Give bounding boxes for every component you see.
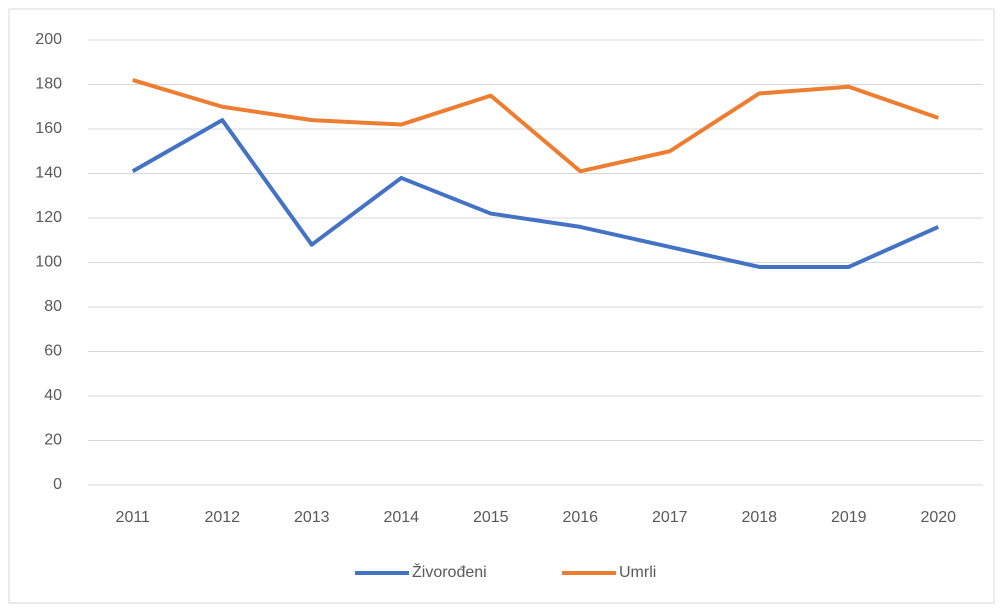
legend-label: Živorođeni <box>412 562 487 581</box>
series-line <box>131 118 940 269</box>
series-line <box>132 78 939 174</box>
y-tick-label: 20 <box>44 432 62 449</box>
x-tick-label: 2019 <box>831 509 867 526</box>
x-tick-label: 2014 <box>383 509 419 526</box>
y-tick-label: 120 <box>35 209 62 226</box>
y-tick-label: 200 <box>35 31 62 48</box>
y-tick-label: 60 <box>44 343 62 360</box>
y-tick-label: 0 <box>53 476 62 493</box>
y-tick-label: 80 <box>44 298 62 315</box>
y-tick-label: 140 <box>35 165 62 182</box>
x-tick-label: 2011 <box>116 509 151 526</box>
x-tick-label: 2016 <box>562 509 598 526</box>
x-tick-label: 2017 <box>652 509 688 526</box>
x-tick-label: 2018 <box>741 509 777 526</box>
legend-label: Umrli <box>619 564 656 581</box>
y-tick-label: 180 <box>35 76 62 93</box>
y-tick-label: 100 <box>35 254 62 271</box>
x-tick-label: 2013 <box>294 509 330 526</box>
y-tick-label: 160 <box>35 120 62 137</box>
x-tick-label: 2015 <box>473 509 509 526</box>
x-tick-label: 2012 <box>204 509 240 526</box>
chart-border <box>8 8 995 604</box>
y-tick-label: 40 <box>44 387 62 404</box>
x-tick-label: 2020 <box>920 509 956 526</box>
